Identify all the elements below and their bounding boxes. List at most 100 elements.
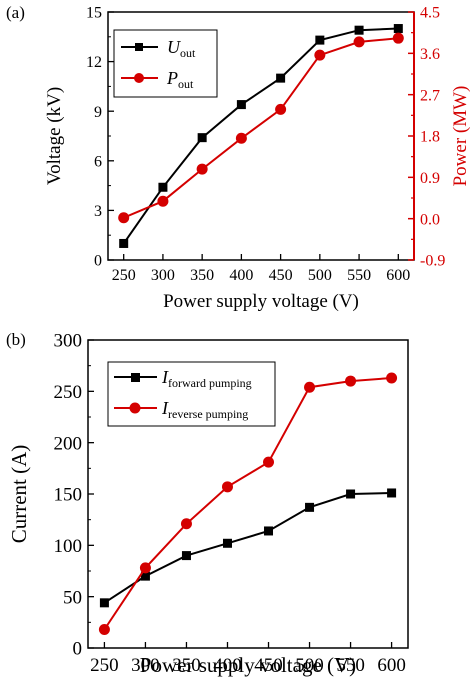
legend-a: Uout Pout — [113, 29, 218, 98]
y2-tick-label: 3.6 — [420, 46, 440, 63]
series-a — [118, 24, 404, 248]
legend-marker-p — [134, 73, 144, 83]
data-point-circle — [304, 381, 316, 393]
legend-text-p: Pout — [166, 68, 194, 91]
data-point-circle — [386, 372, 398, 384]
y-tick-label: 0 — [94, 253, 102, 270]
data-point-square — [236, 100, 246, 110]
data-point-square — [393, 24, 403, 34]
data-point-square — [305, 502, 315, 512]
y-tick-label: 200 — [54, 433, 83, 454]
data-point-square — [222, 538, 232, 548]
x-tick-label: 250 — [112, 267, 136, 284]
data-point-square — [346, 489, 356, 499]
data-point-circle — [180, 518, 192, 530]
legend-box-a — [113, 29, 218, 98]
x-tick-label: 450 — [269, 267, 293, 284]
data-point-circle — [139, 562, 151, 574]
y-tick-label: 9 — [94, 104, 102, 121]
data-point-circle — [157, 195, 169, 207]
data-point-square — [276, 73, 286, 83]
y-tick-label: 250 — [54, 382, 83, 403]
panel-label-b: (b) — [6, 330, 26, 349]
legend-text-u: Uout — [167, 37, 196, 60]
y-ticks-b: 0 50 100 150 200 250 300 — [54, 331, 94, 660]
series-line-1 — [123, 37, 399, 219]
series-b — [98, 372, 398, 636]
data-point-circle — [345, 375, 357, 387]
y-tick-label: 12 — [86, 54, 102, 71]
legend-marker-reverse — [129, 402, 141, 414]
y2-axis-label-a: Power (MW) — [450, 86, 471, 187]
y-tick-label: 50 — [63, 587, 82, 608]
y2-tick-label: 0.0 — [420, 211, 440, 228]
x-tick-label: 400 — [229, 267, 253, 284]
x-tick-label: 550 — [347, 267, 371, 284]
legend-b: Iforward pumping Ireverse pumping — [107, 361, 276, 427]
y2-tick-label: 2.7 — [420, 87, 440, 104]
x-tick-label: 450 — [254, 655, 283, 676]
x-tick-label: 500 — [295, 655, 324, 676]
data-point-square — [387, 488, 397, 498]
y-tick-label: 6 — [94, 153, 102, 170]
data-point-square — [315, 35, 325, 45]
data-point-circle — [263, 456, 275, 468]
y-axis-label-a: Voltage (kV) — [44, 87, 65, 185]
x-axis-label-a: Power supply voltage (V) — [163, 291, 359, 312]
data-point-circle — [98, 624, 110, 636]
y-tick-label: 3 — [94, 203, 102, 220]
y2-tick-label: 1.8 — [420, 129, 440, 146]
series-line-1 — [103, 377, 392, 631]
panel-b: (b) 250 300 350 400 450 500 550 600 0 50 100 150 20… — [6, 330, 409, 677]
x-tick-label: 600 — [377, 655, 406, 676]
x-tick-label: 500 — [308, 267, 332, 284]
data-point-circle — [118, 212, 130, 224]
y2-tick-label: -0.9 — [420, 253, 445, 270]
data-point-square — [181, 551, 191, 561]
x-tick-label: 300 — [131, 655, 160, 676]
y2-tick-label: 0.9 — [420, 170, 440, 187]
panel-label-a: (a) — [6, 3, 25, 22]
data-point-circle — [196, 163, 208, 175]
data-point-circle — [221, 481, 233, 493]
data-point-square — [140, 571, 150, 581]
y-tick-label: 15 — [86, 5, 102, 22]
data-point-circle — [235, 132, 247, 144]
series-line-0 — [103, 492, 392, 604]
x-tick-label: 350 — [190, 267, 214, 284]
y-tick-label: 100 — [54, 536, 83, 557]
legend-box-b — [107, 361, 276, 427]
y-tick-label: 0 — [73, 639, 83, 660]
data-point-circle — [275, 103, 287, 115]
data-point-circle — [314, 49, 326, 61]
data-point-square — [99, 598, 109, 608]
data-point-square — [354, 25, 364, 35]
y-tick-label: 300 — [54, 331, 83, 352]
legend-text-reverse: Ireverse pumping — [161, 398, 248, 421]
legend-marker-u — [135, 43, 143, 51]
data-point-square — [158, 182, 168, 192]
x-tick-label: 350 — [172, 655, 201, 676]
y-axis-label-b: Current (A) — [7, 445, 31, 544]
y-ticks-a: 0 3 6 9 12 15 — [86, 5, 114, 270]
data-point-square — [197, 133, 207, 143]
data-point-square — [264, 526, 274, 536]
y-tick-label: 150 — [54, 485, 83, 506]
x-ticks-a: 250 300 350 400 450 500 550 600 — [112, 254, 410, 284]
x-tick-label: 250 — [90, 655, 119, 676]
y2-tick-label: 4.5 — [420, 5, 440, 22]
panel-a: (a) 250 300 350 400 450 500 550 600 0 3 6 9 12 15 -0… — [6, 3, 471, 312]
x-ticks-b: 250 300 350 400 450 500 550 600 — [90, 642, 406, 676]
data-point-circle — [392, 32, 404, 44]
x-tick-label: 300 — [151, 267, 175, 284]
legend-marker-forward — [131, 373, 140, 382]
x-tick-label: 550 — [336, 655, 365, 676]
x-axis-label-b: Power supply voltage (V) — [140, 653, 356, 677]
y2-ticks-a: -0.9 0.0 0.9 1.8 2.7 3.6 4.5 — [408, 5, 445, 270]
data-point-square — [119, 238, 129, 248]
series-line-0 — [122, 27, 399, 245]
data-point-circle — [353, 36, 365, 48]
x-tick-label: 400 — [213, 655, 242, 676]
x-tick-label: 600 — [386, 267, 410, 284]
